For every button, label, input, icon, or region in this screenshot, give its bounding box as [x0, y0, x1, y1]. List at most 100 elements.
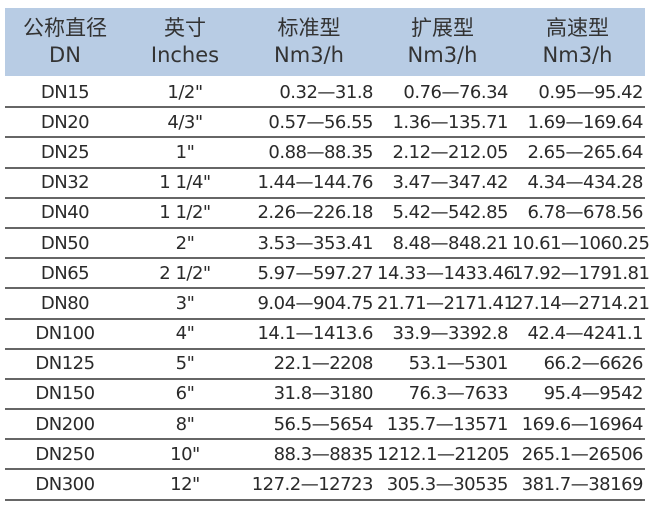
cell-inches: 1 1/2" [159, 202, 211, 224]
cell-high-speed: 265.1—26506 [521, 443, 644, 465]
cell-dn: DN200 [35, 413, 95, 435]
cell-dn: DN100 [35, 323, 95, 345]
cell-extended: 5.42—542.85 [392, 202, 508, 224]
cell-extended: 33.9—3392.8 [392, 323, 508, 345]
cell-high-speed: 42.4—4241.1 [527, 323, 643, 345]
cell-standard: 1.44—144.76 [257, 172, 373, 194]
table-row: DN200 8" 56.5—5654 135.7—13571 169.6—16964 [5, 410, 645, 441]
header-extended: 扩展型 Nm3/h [377, 8, 512, 76]
cell-high-speed: 6.78—678.56 [527, 202, 643, 224]
header-inches-en: Inches [150, 43, 220, 67]
header-inches: 英寸 Inches [125, 8, 245, 76]
cell-extended: 1.36—135.71 [392, 111, 508, 133]
cell-inches: 1 1/4" [159, 172, 211, 194]
cell-standard: 31.8—3180 [273, 383, 374, 405]
cell-inches: 12" [170, 474, 200, 496]
cell-inches: 2 1/2" [159, 262, 211, 284]
cell-standard: 56.5—5654 [273, 413, 374, 435]
cell-dn: DN250 [35, 443, 95, 465]
cell-extended: 0.76—76.34 [403, 81, 508, 103]
cell-high-speed: 0.95—95.42 [538, 81, 643, 103]
cell-dn: DN32 [40, 172, 90, 194]
header-high-speed: 高速型 Nm3/h [512, 8, 645, 76]
header-extended-zh: 扩展型 [411, 16, 474, 40]
cell-high-speed: 4.34—434.28 [527, 172, 643, 194]
cell-extended: 53.1—5301 [408, 353, 509, 375]
cell-dn: DN40 [40, 202, 90, 224]
header-dn-zh: 公称直径 [23, 16, 107, 40]
table-row: DN100 4" 14.1—1413.6 33.9—3392.8 42.4—4241.1 [5, 320, 645, 350]
cell-inches: 3" [175, 292, 195, 314]
table-row: DN65 2 1/2" 5.97—597.27 14.33—1433.46 17.92—… [5, 259, 650, 290]
cell-standard: 2.26—226.18 [257, 202, 373, 224]
cell-extended: 8.48—848.21 [392, 232, 508, 254]
cell-high-speed: 27.14—2714.21 [512, 292, 650, 314]
cell-standard: 14.1—1413.6 [257, 323, 373, 345]
cell-dn: DN65 [40, 262, 90, 284]
cell-high-speed: 17.92—1791.81 [512, 262, 650, 284]
header-inches-zh: 英寸 [164, 16, 206, 40]
cell-inches: 2" [175, 232, 195, 254]
table-row: DN15 1/2" 0.32—31.8 0.76—76.34 0.95—95.42 [5, 78, 645, 109]
table-row: DN50 2" 3.53—353.41 8.48—848.21 10.61—1060.2… [5, 229, 650, 260]
cell-high-speed: 66.2—6626 [543, 353, 644, 375]
header-high-speed-zh: 高速型 [546, 16, 609, 40]
header-dn-en: DN [49, 43, 81, 67]
cell-high-speed: 2.65—265.64 [527, 141, 643, 163]
header-dn: 公称直径 DN [5, 8, 125, 76]
cell-dn: DN300 [35, 474, 95, 496]
table-row: DN20 4/3" 0.57—56.55 1.36—135.71 1.69—169.64 [5, 108, 645, 139]
table-row: DN40 1 1/2" 2.26—226.18 5.42—542.85 6.78—678… [5, 199, 645, 229]
cell-inches: 10" [170, 443, 200, 465]
header-standard-zh: 标准型 [277, 16, 341, 40]
cell-inches: 8" [175, 413, 195, 435]
cell-standard: 0.88—88.35 [268, 141, 373, 163]
header-extended-en: Nm3/h [407, 43, 478, 67]
cell-high-speed: 10.61—1060.25 [512, 232, 650, 254]
table-row: DN150 6" 31.8—3180 76.3—7633 95.4—9542 [5, 380, 645, 411]
header-standard: 标准型 Nm3/h [245, 8, 377, 76]
cell-dn: DN15 [40, 81, 90, 103]
cell-extended: 14.33—1433.46 [377, 262, 515, 284]
cell-inches: 4" [175, 323, 195, 345]
cell-inches: 6" [175, 383, 195, 405]
cell-extended: 3.47—347.42 [392, 172, 508, 194]
cell-inches: 1" [175, 141, 195, 163]
cell-extended: 21.71—2171.41 [377, 292, 515, 314]
table-row: DN125 5" 22.1—2208 53.1—5301 66.2—6626 [5, 350, 645, 380]
cell-inches: 4/3" [167, 111, 203, 133]
table-row: DN32 1 1/4" 1.44—144.76 3.47—347.42 4.34—434… [5, 169, 645, 199]
cell-extended: 2.12—212.05 [392, 141, 508, 163]
header-high-speed-en: Nm3/h [542, 43, 613, 67]
cell-high-speed: 95.4—9542 [543, 383, 644, 405]
cell-standard: 0.32—31.8 [279, 81, 373, 103]
cell-standard: 127.2—12723 [251, 474, 374, 496]
table-row: DN250 10" 88.3—8835 1212.1—21205 265.1—26506 [5, 440, 645, 471]
cell-dn: DN25 [40, 141, 90, 163]
cell-standard: 3.53—353.41 [257, 232, 373, 254]
table-body: DN15 1/2" 0.32—31.8 0.76—76.34 0.95—95.42 DN2… [5, 78, 650, 501]
cell-standard: 0.57—56.55 [268, 111, 373, 133]
cell-high-speed: 381.7—38169 [521, 474, 644, 496]
table-row: DN300 12" 127.2—12723 305.3—30535 381.7—3816… [5, 470, 645, 501]
cell-extended: 305.3—30535 [386, 474, 509, 496]
cell-extended: 135.7—13571 [386, 413, 509, 435]
cell-dn: DN125 [35, 353, 95, 375]
cell-dn: DN20 [40, 111, 90, 133]
cell-standard: 22.1—2208 [273, 353, 374, 375]
cell-standard: 88.3—8835 [273, 443, 374, 465]
table-row: DN80 3" 9.04—904.75 21.71—2171.41 27.14—2714… [5, 289, 650, 320]
header-standard-en: Nm3/h [274, 43, 344, 67]
cell-extended: 76.3—7633 [408, 383, 509, 405]
cell-extended: 1212.1—21205 [377, 443, 510, 465]
flow-range-table: 公称直径 DN 英寸 Inches 标准型 Nm3/h 扩展型 Nm3/h 高速型 Nm3/h D… [5, 8, 650, 501]
cell-standard: 9.04—904.75 [257, 292, 373, 314]
cell-dn: DN150 [35, 383, 95, 405]
cell-high-speed: 169.6—16964 [521, 413, 644, 435]
cell-dn: DN80 [40, 292, 90, 314]
cell-dn: DN50 [40, 232, 90, 254]
cell-standard: 5.97—597.27 [257, 262, 373, 284]
table-header: 公称直径 DN 英寸 Inches 标准型 Nm3/h 扩展型 Nm3/h 高速型 Nm3/h [5, 8, 645, 76]
table-row: DN25 1" 0.88—88.35 2.12—212.05 2.65—265.64 [5, 138, 645, 169]
cell-inches: 1/2" [167, 81, 203, 103]
